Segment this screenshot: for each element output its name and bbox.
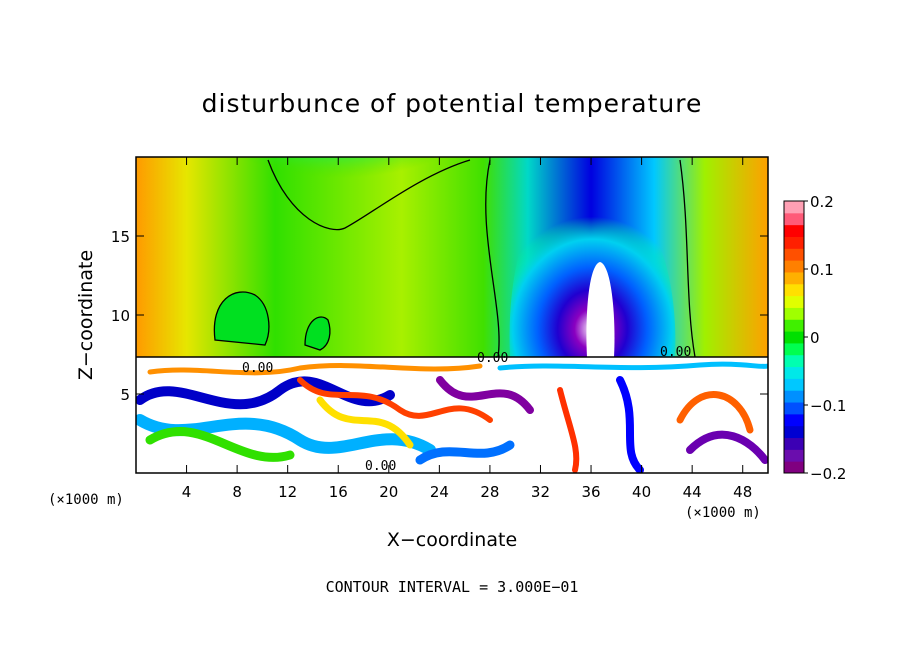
colorbar-swatch [784, 342, 804, 356]
x-tick-label: 48 [733, 483, 752, 501]
colorbar [784, 201, 804, 474]
contour-label: 0.00 [477, 351, 508, 366]
colorbar-swatch [784, 449, 804, 462]
y-tick-label: 5 [120, 386, 130, 404]
colorbar-swatch [784, 354, 804, 368]
x-tick-label: 8 [232, 483, 242, 501]
colorbar-tick-label: −0.2 [810, 465, 846, 483]
colorbar-swatch [784, 378, 804, 391]
colorbar-swatch [784, 461, 804, 474]
colorbar-tick-label: 0 [810, 329, 820, 347]
x-tick-label: 28 [480, 483, 499, 501]
x-axis-title: X−coordinate [387, 529, 517, 551]
colorbar-swatch [784, 260, 804, 273]
colorbar-swatch [784, 390, 804, 403]
y-tick-label: 15 [111, 228, 130, 246]
colorbar-swatch [784, 283, 804, 297]
colorbar-swatch [784, 224, 804, 237]
colorbar-swatch [784, 331, 804, 344]
y-axis: 5 10 15 [111, 228, 768, 404]
contour-label: 0.00 [242, 361, 273, 376]
x-tick-label: 4 [182, 483, 192, 501]
colorbar-swatch [784, 366, 804, 379]
x-tick-label: 12 [278, 483, 297, 501]
contour-interval-note: CONTOUR INTERVAL = 3.000E−01 [326, 578, 579, 596]
colorbar-swatch [784, 402, 804, 415]
colorbar-swatch [784, 271, 804, 285]
x-tick-label: 16 [329, 483, 348, 501]
x-unit-label: (×1000 m) [48, 492, 124, 508]
colorbar-swatch [784, 236, 804, 249]
y-tick-label: 10 [111, 307, 130, 325]
x-axis: 4 8 12 16 20 24 28 32 36 40 44 48 [182, 157, 752, 501]
colorbar-swatch [784, 212, 804, 226]
colorbar-swatch [784, 201, 804, 214]
x-tick-label: 36 [581, 483, 600, 501]
colorbar-swatch [784, 437, 804, 450]
colorbar-tick-label: 0.1 [810, 261, 834, 279]
x-tick-label: 32 [531, 483, 550, 501]
plot-area [136, 157, 768, 473]
x-tick-label: 20 [379, 483, 398, 501]
contour-label: 0.00 [660, 345, 691, 360]
colorbar-swatch [784, 413, 804, 427]
colorbar-swatch [784, 307, 804, 320]
colorbar-swatch [784, 295, 804, 308]
colorbar-swatch [784, 319, 804, 332]
y-unit-label: (×1000 m) [685, 505, 761, 521]
colorbar-tick-label: −0.1 [810, 397, 846, 415]
green-patch-mid [305, 317, 330, 350]
turbulent-layer [136, 361, 768, 473]
green-patch-left [214, 292, 269, 345]
plume-core [586, 262, 615, 357]
upper-cyan-region [220, 157, 460, 220]
colorbar-swatch [784, 248, 804, 261]
contour-lines [213, 159, 696, 358]
colorbar-ticks: 0.2 0.1 0 −0.1 −0.2 [804, 193, 846, 483]
y-axis-title: Z−coordinate [75, 250, 97, 380]
colorbar-tick-label: 0.2 [810, 193, 834, 211]
x-tick-label: 40 [632, 483, 651, 501]
x-tick-label: 44 [683, 483, 702, 501]
x-tick-label: 24 [430, 483, 449, 501]
updraft-plume [509, 170, 676, 357]
colorbar-swatch [784, 425, 804, 439]
chart-title: disturbunce of potential temperature [202, 89, 703, 118]
contour-label: 0.00 [365, 459, 396, 474]
